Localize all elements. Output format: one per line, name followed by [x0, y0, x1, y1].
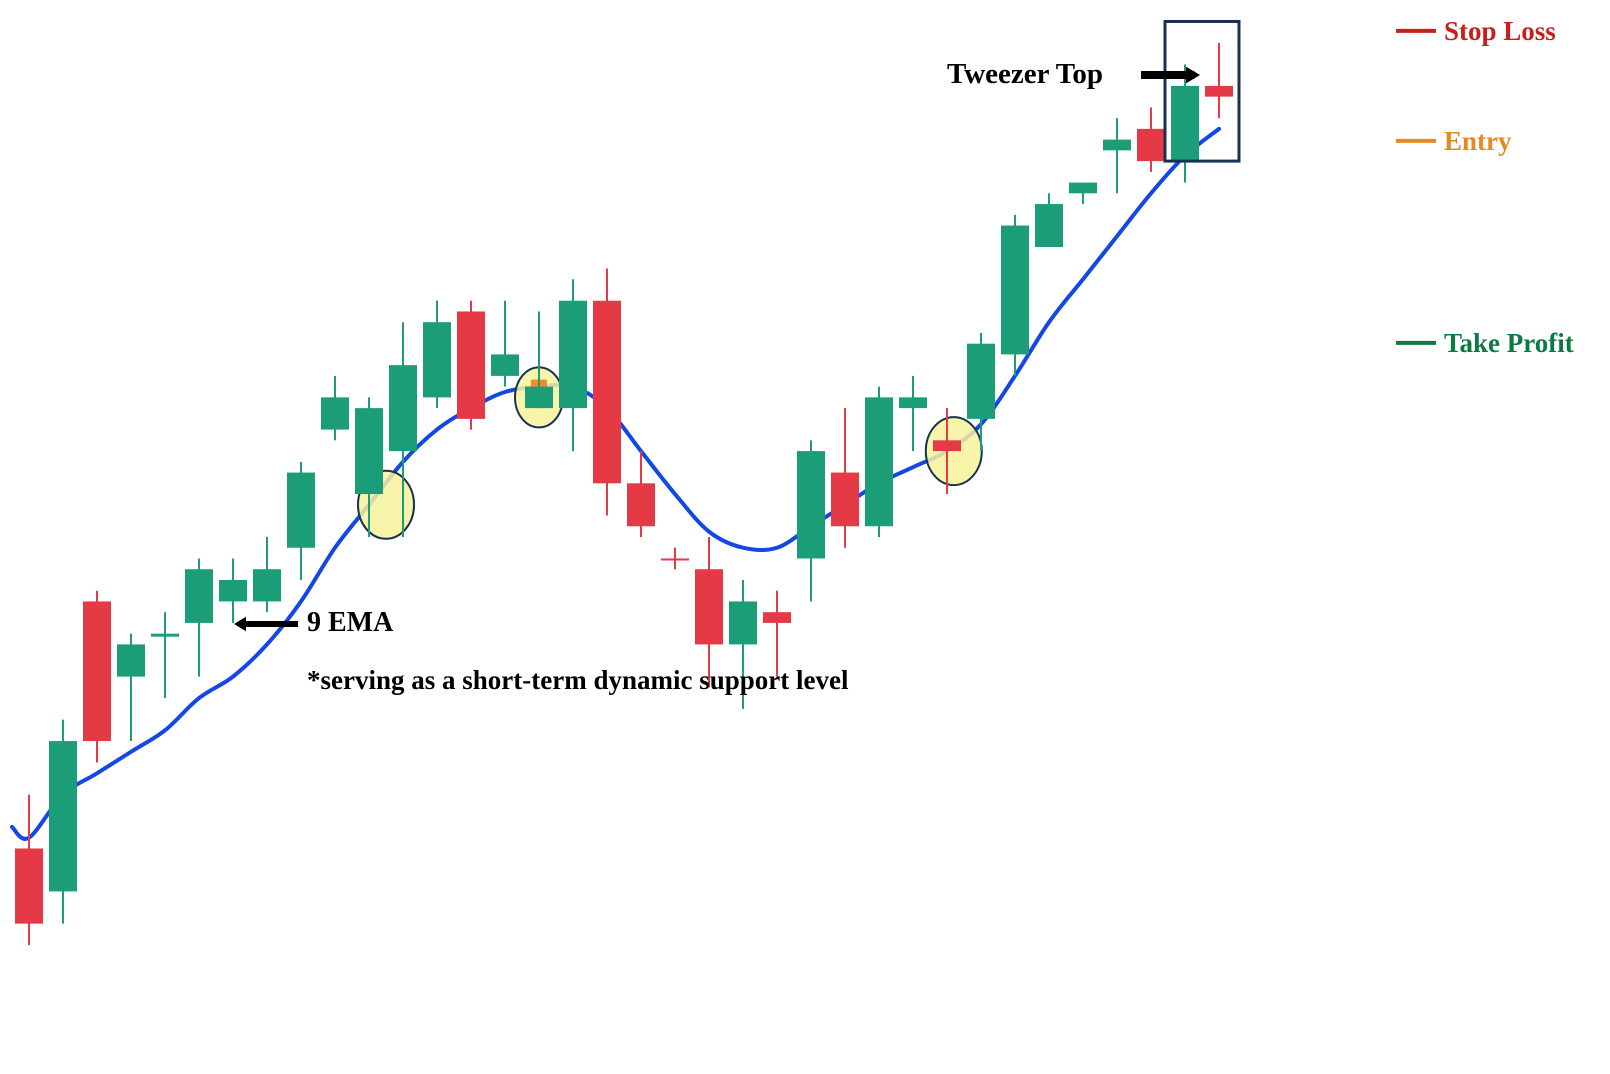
take-profit-label: Take Profit	[1444, 328, 1574, 359]
candle-body	[933, 440, 961, 451]
candle-body	[559, 301, 587, 408]
candle-body	[1069, 183, 1097, 194]
candle-body	[253, 569, 281, 601]
ema-label: 9 EMA	[307, 607, 393, 639]
candlestick-chart	[0, 0, 1610, 1074]
candle-body	[389, 365, 417, 451]
candle-body	[355, 408, 383, 494]
candle-body	[967, 344, 995, 419]
candle-body	[729, 601, 757, 644]
candle-body	[1205, 86, 1233, 97]
candle-body	[423, 322, 451, 397]
candle-body	[763, 612, 791, 623]
ema-arrow-head	[234, 617, 246, 631]
candle-body	[593, 301, 621, 484]
candle-body	[797, 451, 825, 558]
candle-body	[661, 558, 689, 560]
candle-body	[83, 601, 111, 741]
candle-body	[457, 311, 485, 418]
entry-label: Entry	[1444, 126, 1512, 157]
candle-body	[185, 569, 213, 623]
candle-body	[219, 580, 247, 601]
candle-body	[1001, 226, 1029, 355]
candle-body	[865, 397, 893, 526]
tweezer-top-label: Tweezer Top	[947, 58, 1103, 91]
tweezer-arrow-head	[1186, 67, 1200, 84]
ema-note-label: *serving as a short-term dynamic support…	[307, 665, 848, 696]
candle-body	[321, 397, 349, 429]
candle-body	[491, 354, 519, 375]
candle-body	[1137, 129, 1165, 161]
candle-body	[525, 387, 553, 408]
candle-body	[1035, 204, 1063, 247]
candle-body	[117, 644, 145, 676]
candle-body	[831, 473, 859, 527]
candle-body	[1103, 140, 1131, 151]
stop-loss-label: Stop Loss	[1444, 16, 1556, 47]
candle-body	[899, 397, 927, 408]
candle-body	[1171, 86, 1199, 161]
candle-body	[627, 483, 655, 526]
candle-body	[151, 634, 179, 637]
candle-body	[695, 569, 723, 644]
candle-body	[49, 741, 77, 891]
candle-body	[287, 473, 315, 548]
candle-body	[15, 848, 43, 923]
